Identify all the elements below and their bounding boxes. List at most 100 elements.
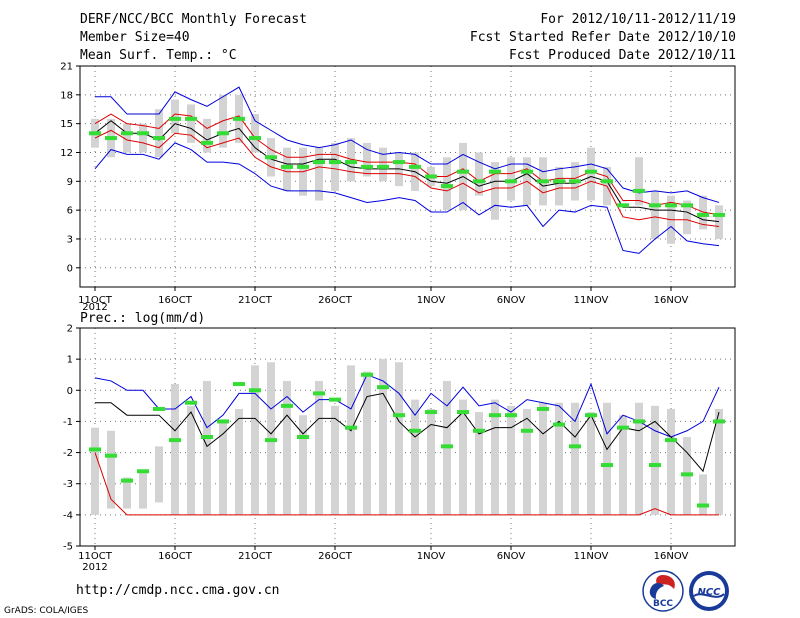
y-tick-label: 21 bbox=[60, 62, 73, 73]
ensemble-box bbox=[123, 123, 131, 153]
median-marker bbox=[233, 382, 245, 387]
ensemble-box bbox=[139, 471, 147, 509]
median-marker bbox=[537, 406, 549, 411]
median-marker bbox=[313, 160, 325, 165]
median-marker bbox=[601, 463, 613, 468]
median-marker bbox=[441, 444, 453, 449]
median-marker bbox=[633, 419, 645, 424]
series-line-max bbox=[95, 86, 720, 203]
y-tick-label: 12 bbox=[60, 148, 73, 159]
median-marker bbox=[409, 164, 421, 169]
series-line-mean bbox=[95, 392, 720, 473]
year-label: 2012 bbox=[82, 302, 107, 313]
median-marker bbox=[297, 435, 309, 439]
panel-1: 0 3 6 9 12 15 18 21 11OCT 16OCT 21OCT 26OCT 1NOV 6NOV… bbox=[60, 62, 736, 313]
forecast-period: For 2012/10/11-2012/11/19 bbox=[540, 12, 736, 27]
ensemble-box bbox=[475, 412, 483, 515]
ensemble-box bbox=[283, 380, 291, 515]
median-marker bbox=[569, 444, 581, 449]
y-tick-label: 0 bbox=[67, 386, 73, 397]
y-tick-label: 15 bbox=[60, 119, 73, 130]
median-marker bbox=[345, 160, 357, 165]
ensemble-box bbox=[331, 405, 339, 515]
series-line-mean bbox=[94, 120, 720, 223]
median-marker bbox=[265, 155, 277, 160]
median-marker bbox=[473, 179, 485, 184]
ensemble-box bbox=[619, 415, 627, 515]
median-marker bbox=[201, 140, 213, 145]
median-marker bbox=[553, 422, 565, 427]
ensemble-box bbox=[315, 380, 323, 515]
median-marker bbox=[281, 403, 293, 408]
median-marker bbox=[265, 438, 277, 443]
ensemble-box bbox=[459, 399, 467, 515]
median-marker bbox=[473, 428, 485, 433]
median-marker bbox=[457, 410, 469, 415]
ensemble-box bbox=[171, 99, 179, 134]
ensemble-box bbox=[651, 405, 659, 515]
ensemble-box bbox=[427, 408, 435, 515]
ensemble-box bbox=[171, 384, 179, 515]
site-url[interactable]: http://cmdp.ncc.cma.gov.cn bbox=[76, 583, 280, 598]
year-label: 2012 bbox=[82, 562, 107, 573]
series-line-meansd bbox=[94, 113, 720, 216]
x-tick-label: 11OCT bbox=[78, 551, 113, 562]
median-marker bbox=[601, 179, 613, 184]
ensemble-box bbox=[571, 402, 579, 515]
median-marker bbox=[713, 419, 725, 424]
y-tick-label: -3 bbox=[63, 479, 73, 490]
ensemble-box bbox=[411, 399, 419, 515]
ensemble-box bbox=[283, 147, 291, 191]
ensemble-box bbox=[379, 359, 387, 515]
median-marker bbox=[585, 169, 597, 174]
median-marker bbox=[169, 116, 181, 121]
median-marker bbox=[681, 472, 693, 477]
ncc-logo: NCC bbox=[689, 571, 729, 611]
y-tick-label: -5 bbox=[63, 542, 73, 553]
ensemble-box bbox=[331, 142, 339, 191]
svg-text:NCC: NCC bbox=[697, 587, 721, 598]
ensemble-box bbox=[603, 402, 611, 515]
ensemble-box bbox=[379, 147, 387, 182]
median-marker bbox=[329, 160, 341, 165]
median-marker bbox=[649, 463, 661, 468]
median-marker bbox=[377, 385, 389, 390]
median-marker bbox=[249, 388, 261, 393]
median-marker bbox=[505, 179, 517, 184]
median-marker bbox=[297, 164, 309, 169]
series-line-min bbox=[94, 142, 720, 254]
y-tick-label: 0 bbox=[67, 263, 73, 274]
panel-2: Prec.: log(mm/d) -5 -4 -3 -2 -1 0 1 2 11OCT 16OCT 2… bbox=[63, 311, 736, 573]
ensemble-box bbox=[235, 408, 243, 515]
median-marker bbox=[425, 410, 437, 415]
median-marker bbox=[489, 169, 501, 174]
ensemble-box bbox=[683, 200, 691, 235]
ensemble-box bbox=[555, 402, 563, 515]
ensemble-box bbox=[587, 412, 595, 515]
median-marker bbox=[185, 400, 197, 405]
y-tick-label: -4 bbox=[63, 510, 73, 521]
y-tick-label: -1 bbox=[63, 417, 73, 428]
ensemble-box bbox=[363, 371, 371, 515]
ensemble-box bbox=[123, 477, 131, 509]
median-marker bbox=[201, 435, 213, 439]
median-marker bbox=[105, 453, 117, 458]
ensemble-box bbox=[347, 365, 355, 515]
ensemble-box bbox=[699, 474, 707, 515]
ensemble-box bbox=[363, 142, 371, 177]
ensemble-box bbox=[715, 205, 723, 239]
svg-text:BCC: BCC bbox=[653, 599, 673, 609]
x-tick-label: 6NOV bbox=[497, 551, 526, 562]
member-size: Member Size=40 bbox=[80, 30, 190, 45]
median-marker bbox=[169, 438, 181, 443]
median-marker bbox=[105, 136, 117, 141]
median-marker bbox=[553, 179, 565, 184]
x-tick-label: 11NOV bbox=[574, 295, 609, 306]
x-tick-label: 1NOV bbox=[417, 551, 446, 562]
ensemble-box bbox=[139, 123, 147, 153]
y-tick-label: 9 bbox=[67, 177, 73, 188]
ensemble-box bbox=[667, 408, 675, 515]
x-tick-label: 26OCT bbox=[318, 551, 353, 562]
median-marker bbox=[425, 174, 437, 179]
